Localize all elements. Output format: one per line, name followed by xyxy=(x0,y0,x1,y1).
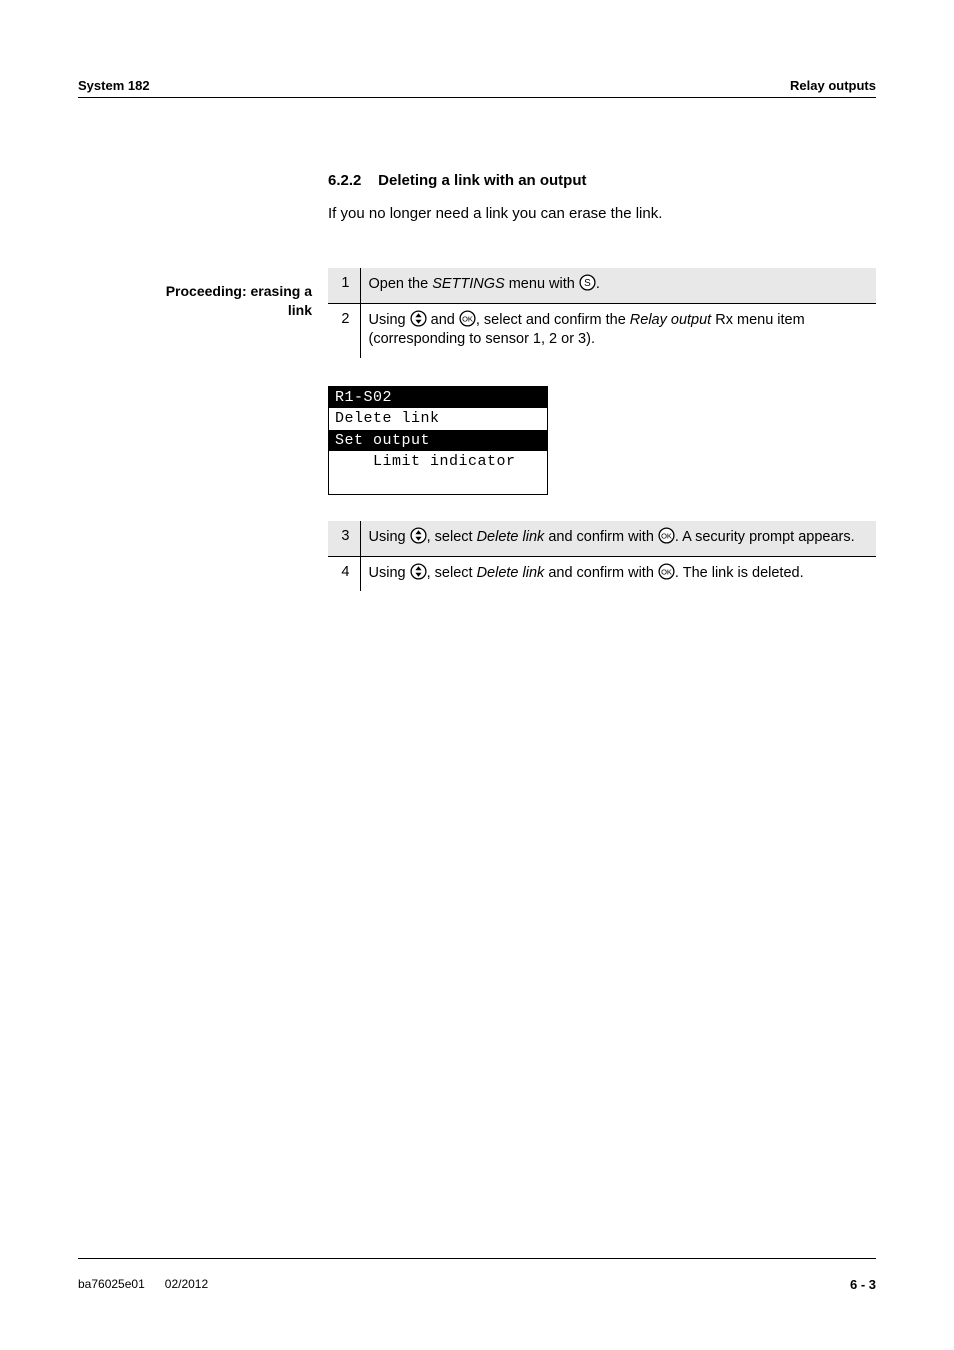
step-number: 2 xyxy=(328,303,360,358)
ok-key-icon: OK xyxy=(658,563,675,580)
svg-text:S: S xyxy=(584,278,591,289)
step-text: Open the SETTINGS menu with S. xyxy=(360,268,876,303)
ok-key-icon: OK xyxy=(459,310,476,327)
footer-left: ba76025e01 02/2012 xyxy=(78,1277,208,1292)
section-title: Deleting a link with an output xyxy=(378,172,586,189)
up-down-key-icon xyxy=(410,527,427,544)
lcd-row xyxy=(329,473,547,495)
header-right: Relay outputs xyxy=(790,78,876,93)
footer-rule xyxy=(78,1258,876,1259)
lcd-row: Set output xyxy=(329,430,547,452)
steps-table-b: 3Using , select Delete link and confirm … xyxy=(328,521,876,591)
lcd-row: Delete link xyxy=(329,408,547,430)
up-down-key-icon xyxy=(410,563,427,580)
step-text: Using , select Delete link and confirm w… xyxy=(360,521,876,556)
lcd-display: R1-S02Delete linkSet output Limit indica… xyxy=(328,386,548,496)
header-left: System 182 xyxy=(78,78,150,93)
margin-column: Proceeding: erasing a link xyxy=(78,172,328,619)
step-row: 2Using and OK, select and confirm the Re… xyxy=(328,303,876,358)
page-footer: ba76025e01 02/2012 6 - 3 xyxy=(78,1258,876,1292)
ok-key-icon: OK xyxy=(658,527,675,544)
step-row: 3Using , select Delete link and confirm … xyxy=(328,521,876,556)
footer-doc-id: ba76025e01 xyxy=(78,1277,145,1291)
body-column: 6.2.2 Deleting a link with an output If … xyxy=(328,172,876,619)
step-row: 1Open the SETTINGS menu with S. xyxy=(328,268,876,303)
step-number: 3 xyxy=(328,521,360,556)
lcd-row: R1-S02 xyxy=(329,387,547,409)
step-text: Using and OK, select and confirm the Rel… xyxy=(360,303,876,358)
margin-label-line1: Proceeding: erasing a xyxy=(166,283,312,299)
intro-paragraph: If you no longer need a link you can era… xyxy=(328,205,876,222)
margin-label-line2: link xyxy=(288,302,312,318)
page-header: System 182 Relay outputs xyxy=(78,78,876,97)
step-text: Using , select Delete link and confirm w… xyxy=(360,556,876,591)
up-down-key-icon xyxy=(410,310,427,327)
section-heading: 6.2.2 Deleting a link with an output xyxy=(328,172,876,189)
margin-label: Proceeding: erasing a link xyxy=(78,282,312,320)
step-number: 4 xyxy=(328,556,360,591)
header-rule xyxy=(78,97,876,98)
lcd-row: Limit indicator xyxy=(329,451,547,473)
step-number: 1 xyxy=(328,268,360,303)
footer-date: 02/2012 xyxy=(165,1277,208,1291)
step-row: 4Using , select Delete link and confirm … xyxy=(328,556,876,591)
steps-table-a: 1Open the SETTINGS menu with S.2Using an… xyxy=(328,268,876,358)
svg-text:OK: OK xyxy=(462,314,473,323)
footer-page-number: 6 - 3 xyxy=(850,1277,876,1292)
s-key-icon: S xyxy=(579,274,596,291)
main-content: Proceeding: erasing a link 6.2.2 Deletin… xyxy=(78,172,876,619)
section-number: 6.2.2 xyxy=(328,172,374,189)
svg-text:OK: OK xyxy=(661,532,672,541)
svg-text:OK: OK xyxy=(661,567,672,576)
